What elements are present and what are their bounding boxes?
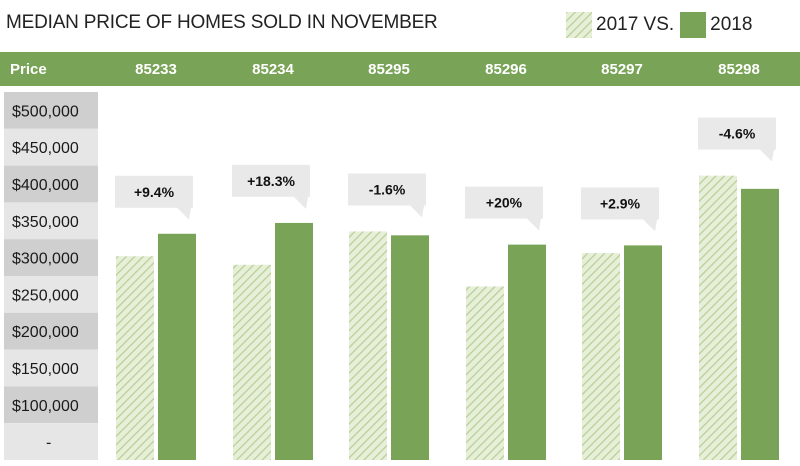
- bar-2018-85297: [624, 245, 662, 460]
- y-axis-band: [4, 276, 98, 313]
- y-axis-band: [4, 165, 98, 203]
- legend-swatch-2017: [566, 12, 592, 38]
- y-axis-band: [4, 423, 98, 460]
- header-zip-85234: 85234: [252, 61, 294, 78]
- callout-label-85234: +18.3%: [247, 173, 295, 189]
- y-tick-label: $350,000: [12, 214, 79, 231]
- y-tick-label: $450,000: [12, 140, 79, 157]
- callout-label-85233: +9.4%: [134, 184, 175, 200]
- callout-label-85295: -1.6%: [369, 181, 406, 197]
- y-axis-band: [4, 239, 98, 276]
- legend-label-2017: 2017 VS.: [596, 14, 675, 35]
- y-axis-band: [4, 386, 98, 424]
- y-tick-label: $150,000: [12, 361, 79, 378]
- y-axis-bands: $500,000 $450,000 $400,000 $350,000 $300,000…: [4, 92, 98, 460]
- y-tick-label: $500,000: [12, 103, 79, 120]
- y-axis-band: [4, 312, 98, 350]
- bar-2017-85295: [349, 231, 387, 460]
- chart-title: MEDIAN PRICE OF HOMES SOLD IN NOVEMBER: [6, 12, 438, 33]
- legend-swatch-2018: [680, 12, 707, 38]
- y-tick-label: $100,000: [12, 398, 79, 415]
- y-axis-band: [4, 128, 98, 166]
- y-axis-band: [4, 349, 98, 387]
- header-zip-85298: 85298: [718, 61, 760, 78]
- change-callouts: +9.4% +18.3% -1.6% +20% +2.9% -4.6%: [115, 117, 776, 232]
- callout-box-85234: [232, 164, 310, 209]
- callout-label-85297: +2.9%: [600, 195, 641, 211]
- legend-label-2018: 2018: [710, 14, 753, 35]
- y-tick-label: -: [46, 435, 51, 452]
- y-axis-band: [4, 92, 98, 129]
- header-background: [0, 52, 800, 86]
- header-zip-85296: 85296: [485, 61, 527, 78]
- legend: 2017 VS. 2018: [566, 10, 758, 40]
- callout-box-85296: [465, 186, 543, 231]
- bar-2017-85234: [233, 264, 271, 460]
- bar-2018-85296: [508, 244, 546, 460]
- bar-2017-85233: [116, 256, 154, 460]
- callout-label-85296: +20%: [486, 195, 523, 211]
- header-zip-85295: 85295: [368, 61, 410, 78]
- callout-box-85298: [698, 117, 776, 162]
- y-tick-label: $250,000: [12, 287, 79, 304]
- bar-2018-85295: [391, 235, 429, 460]
- header-price-label: Price: [10, 61, 47, 78]
- bar-2018-85234: [275, 222, 313, 460]
- callout-label-85298: -4.6%: [719, 126, 756, 142]
- y-axis-band: [4, 202, 98, 240]
- y-tick-label: $300,000: [12, 251, 79, 268]
- callout-box-85233: [115, 175, 193, 220]
- callout-box-85295: [348, 173, 426, 218]
- bar-2018-85233: [158, 233, 196, 460]
- y-tick-label: $200,000: [12, 324, 79, 341]
- bar-2017-85297: [582, 253, 620, 460]
- bars: [116, 175, 779, 461]
- y-tick-label: $400,000: [12, 177, 79, 194]
- bar-2018-85298: [741, 188, 779, 460]
- header-zip-85233: 85233: [135, 61, 177, 78]
- callout-box-85297: [581, 187, 659, 232]
- header-zip-85297: 85297: [601, 61, 643, 78]
- bar-2017-85296: [466, 286, 504, 460]
- header-bar: Price 85233 85234 85295 85296 85297 85298: [0, 52, 800, 86]
- bar-2017-85298: [699, 175, 737, 461]
